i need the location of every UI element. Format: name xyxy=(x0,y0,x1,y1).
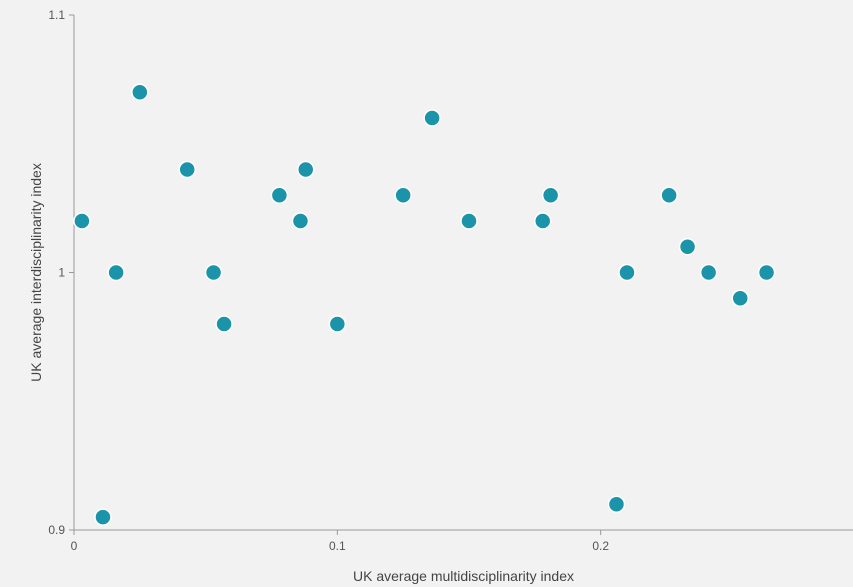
data-point xyxy=(328,315,347,333)
x-tick-label: 0 xyxy=(71,539,78,553)
data-points xyxy=(73,83,776,526)
data-point xyxy=(618,263,636,282)
y-tick-label: 1 xyxy=(58,266,65,280)
y-axis-ticks: 0.9 1 1.1 xyxy=(48,8,74,537)
data-point xyxy=(204,263,223,282)
data-point xyxy=(178,160,196,179)
data-point xyxy=(731,289,749,307)
data-point xyxy=(660,186,678,204)
x-axis-ticks: 00.10.20.3 xyxy=(71,530,609,553)
data-point xyxy=(107,263,125,282)
data-point xyxy=(678,238,697,256)
data-point xyxy=(460,212,478,230)
y-tick-label: 0.9 xyxy=(48,523,65,537)
data-point xyxy=(296,160,315,179)
data-point xyxy=(270,186,289,204)
data-point xyxy=(215,315,233,333)
axes xyxy=(73,15,853,531)
data-point xyxy=(699,263,718,282)
x-tick-label: 0.2 xyxy=(592,539,609,553)
x-tick-label: 0.1 xyxy=(329,539,346,553)
data-point xyxy=(757,263,776,282)
data-point xyxy=(541,186,560,204)
data-point xyxy=(394,186,412,204)
data-point xyxy=(607,495,626,513)
data-point xyxy=(533,212,552,230)
y-tick-label: 1.1 xyxy=(48,8,65,22)
x-axis-title: UK average multidisciplinarity index xyxy=(353,568,574,584)
data-point xyxy=(94,508,112,526)
y-axis-title: UK average interdisciplinarity index xyxy=(28,163,44,382)
data-point xyxy=(423,109,441,127)
data-point xyxy=(291,212,310,230)
data-point xyxy=(131,83,149,101)
data-point xyxy=(73,212,91,230)
